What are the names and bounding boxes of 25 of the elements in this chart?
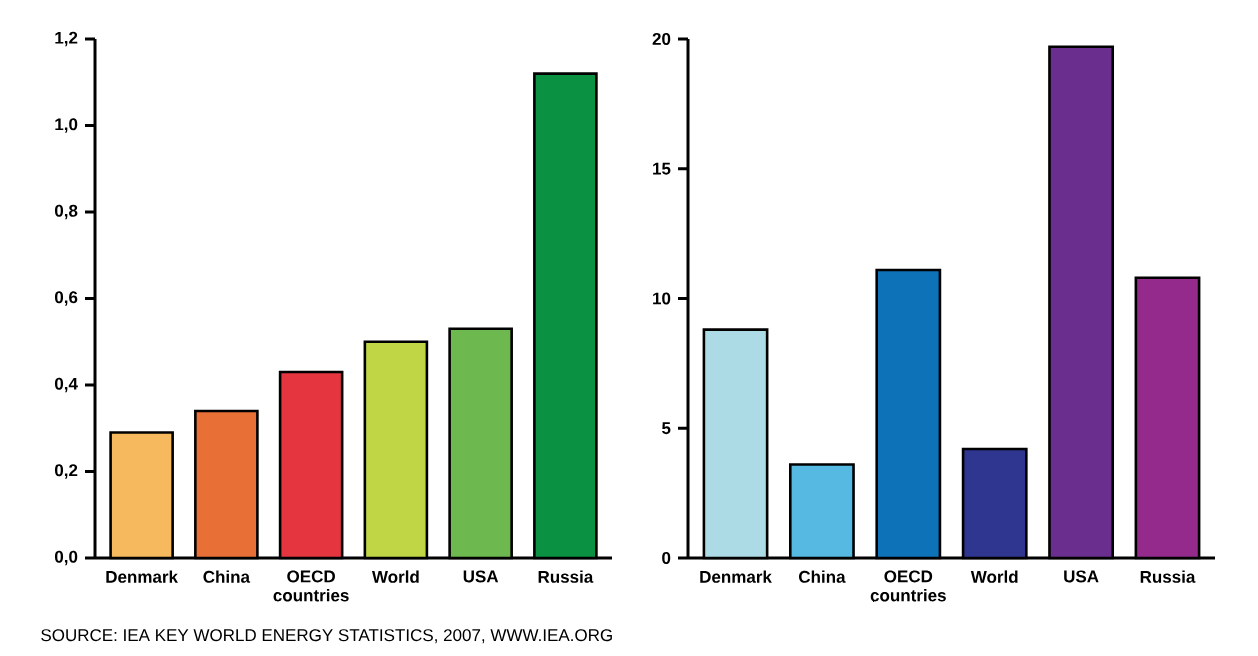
source-note: SOURCE: IEA KEY WORLD ENERGY STATISTICS, 2007, WWW.IEA.ORG: [41, 629, 612, 644]
y-tick-label: 10: [653, 292, 671, 305]
x-tick-label: World: [371, 570, 419, 583]
y-tick-label: 5: [662, 422, 671, 435]
y-tick-label: 15: [653, 162, 671, 175]
x-tick-label: USA: [463, 570, 499, 583]
y-tick-label: 0,8: [54, 204, 78, 220]
y-tick-label: 0,4: [54, 377, 78, 393]
y-tick-label: 1,0: [55, 118, 78, 133]
x-tick-label: China: [203, 570, 251, 583]
y-tick-label: 1,2: [55, 31, 78, 47]
x-tick-label: China: [798, 570, 846, 583]
y-tick-label: 20: [652, 32, 671, 45]
x-tick-label: World: [970, 570, 1018, 583]
x-tick-label: Russia: [1140, 570, 1196, 583]
x-tick-label: Denmark: [106, 570, 178, 583]
y-tick-label: 0: [662, 551, 671, 564]
y-tick-label: 0,6: [54, 291, 78, 306]
x-tick-label: OECD countries: [870, 570, 946, 602]
x-tick-label: OECD countries: [273, 570, 349, 602]
x-tick-label: USA: [1064, 570, 1099, 583]
y-tick-label: 0,2: [54, 464, 78, 479]
y-tick-label: 0,0: [54, 550, 78, 566]
x-tick-label: Russia: [538, 570, 594, 583]
x-tick-label: Denmark: [700, 570, 772, 583]
